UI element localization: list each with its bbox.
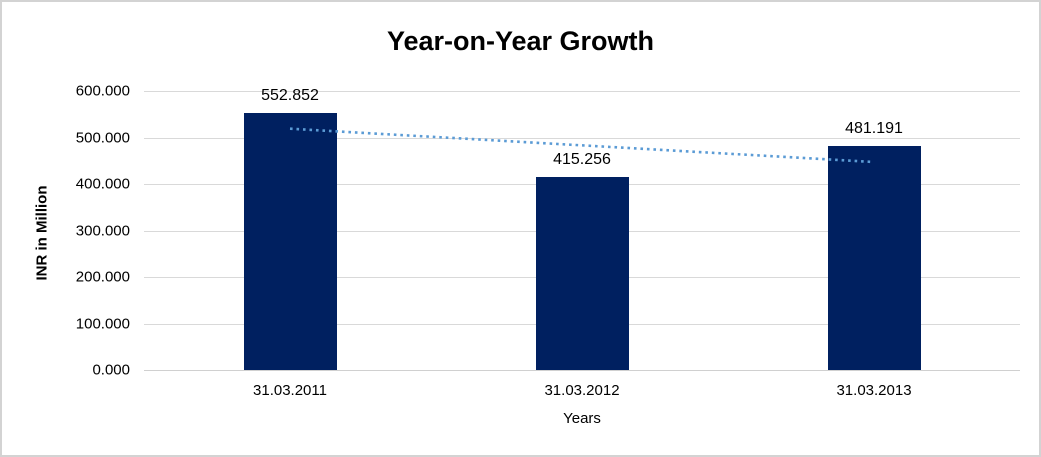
gridline [144, 91, 1020, 92]
x-tick-label: 31.03.2011 [253, 382, 327, 399]
x-axis-line [144, 370, 1020, 371]
x-tick-label: 31.03.2013 [836, 382, 912, 399]
bar-value-label: 552.852 [261, 86, 319, 104]
y-tick-label: 300.000 [75, 222, 130, 239]
bar-value-label: 415.256 [553, 150, 611, 168]
y-tick-label: 500.000 [75, 129, 130, 146]
x-axis-title: Years [563, 410, 601, 427]
y-tick-label: 400.000 [75, 175, 130, 193]
bar [243, 112, 337, 370]
x-tick-label: 31.03.2012 [544, 382, 620, 399]
y-tick-label: 100.000 [75, 315, 130, 332]
y-tick-label: 600.000 [75, 82, 130, 100]
bar [827, 146, 921, 370]
y-tick-label: 200.000 [75, 268, 130, 286]
bar [535, 176, 629, 370]
chart-title: Year-on-Year Growth [386, 26, 655, 56]
bar-value-label: 481.191 [845, 120, 903, 138]
y-tick-label: 0.000 [92, 361, 130, 379]
